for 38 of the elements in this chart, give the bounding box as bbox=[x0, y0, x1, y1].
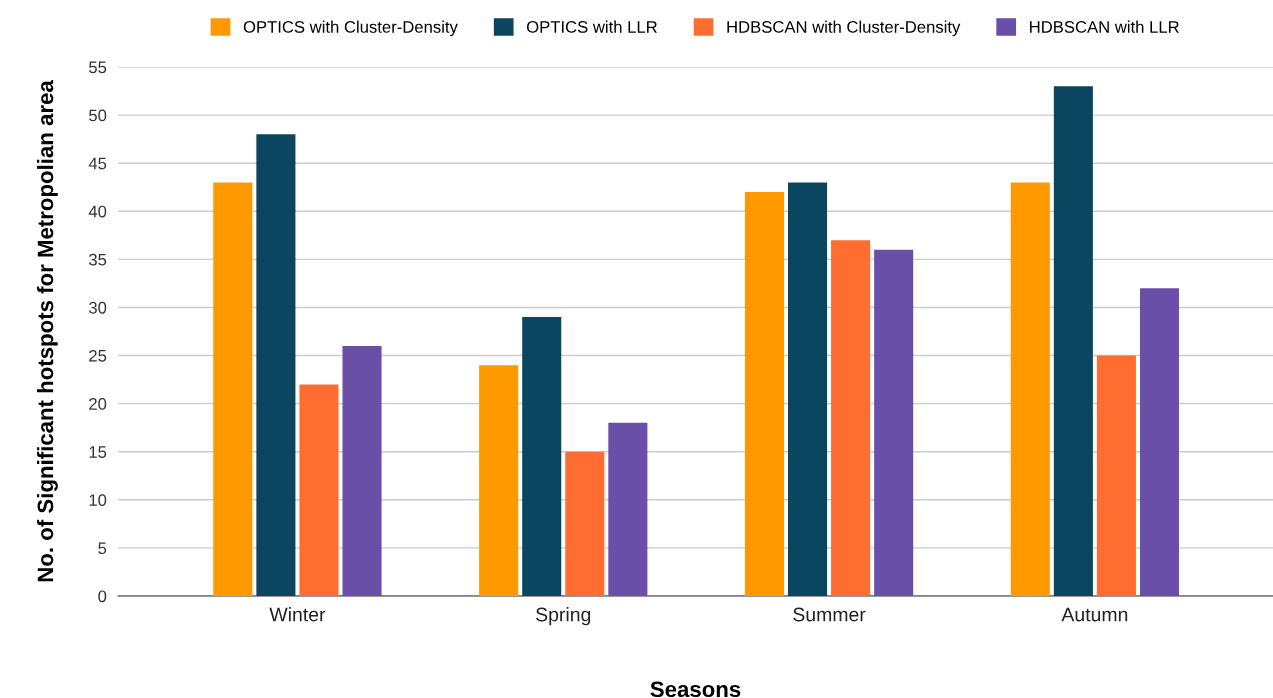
legend-label: HDBSCAN with LLR bbox=[1030, 20, 1179, 33]
y-axis-title: No. of Significant hotspots for Metropolian area bbox=[36, 80, 58, 582]
bar bbox=[874, 249, 914, 596]
y-tick-label: 5 bbox=[98, 542, 107, 555]
bar bbox=[342, 345, 382, 596]
bar bbox=[1139, 288, 1180, 596]
legend-label: HDBSCAN with Cluster-Density bbox=[727, 20, 961, 37]
bar bbox=[788, 182, 828, 596]
y-tick-label: 15 bbox=[89, 446, 107, 458]
bar bbox=[1096, 355, 1136, 596]
y-tick-label: 55 bbox=[89, 61, 107, 74]
legend-label: OPTICS with LLR bbox=[526, 20, 657, 33]
bar bbox=[299, 384, 339, 596]
y-tick-label: 25 bbox=[89, 349, 107, 362]
bar bbox=[256, 134, 296, 596]
x-axis-title: Seasons bbox=[650, 681, 741, 698]
bar bbox=[831, 240, 871, 596]
bar bbox=[213, 182, 253, 596]
bar bbox=[1053, 86, 1093, 596]
x-tick-label: Winter bbox=[269, 607, 326, 622]
y-tick-label: 0 bbox=[98, 590, 107, 603]
x-tick-label: Spring bbox=[536, 607, 591, 626]
bar bbox=[608, 422, 648, 596]
bar bbox=[522, 317, 562, 596]
y-tick-label: 35 bbox=[88, 253, 107, 266]
y-tick-label: 40 bbox=[88, 205, 107, 218]
y-tick-label: 30 bbox=[88, 301, 107, 314]
bar bbox=[1010, 182, 1050, 596]
legend-label: OPTICS with Cluster-Density bbox=[243, 20, 458, 37]
y-tick-label: 50 bbox=[89, 109, 107, 122]
y-tick-label: 10 bbox=[89, 494, 107, 507]
x-tick-label: Autumn bbox=[1061, 607, 1128, 622]
y-tick-label: 20 bbox=[89, 398, 107, 410]
bar bbox=[479, 365, 519, 596]
y-tick-label: 45 bbox=[88, 157, 107, 170]
bar bbox=[744, 192, 785, 596]
bar bbox=[565, 451, 605, 596]
x-tick-label: Summer bbox=[793, 607, 866, 622]
